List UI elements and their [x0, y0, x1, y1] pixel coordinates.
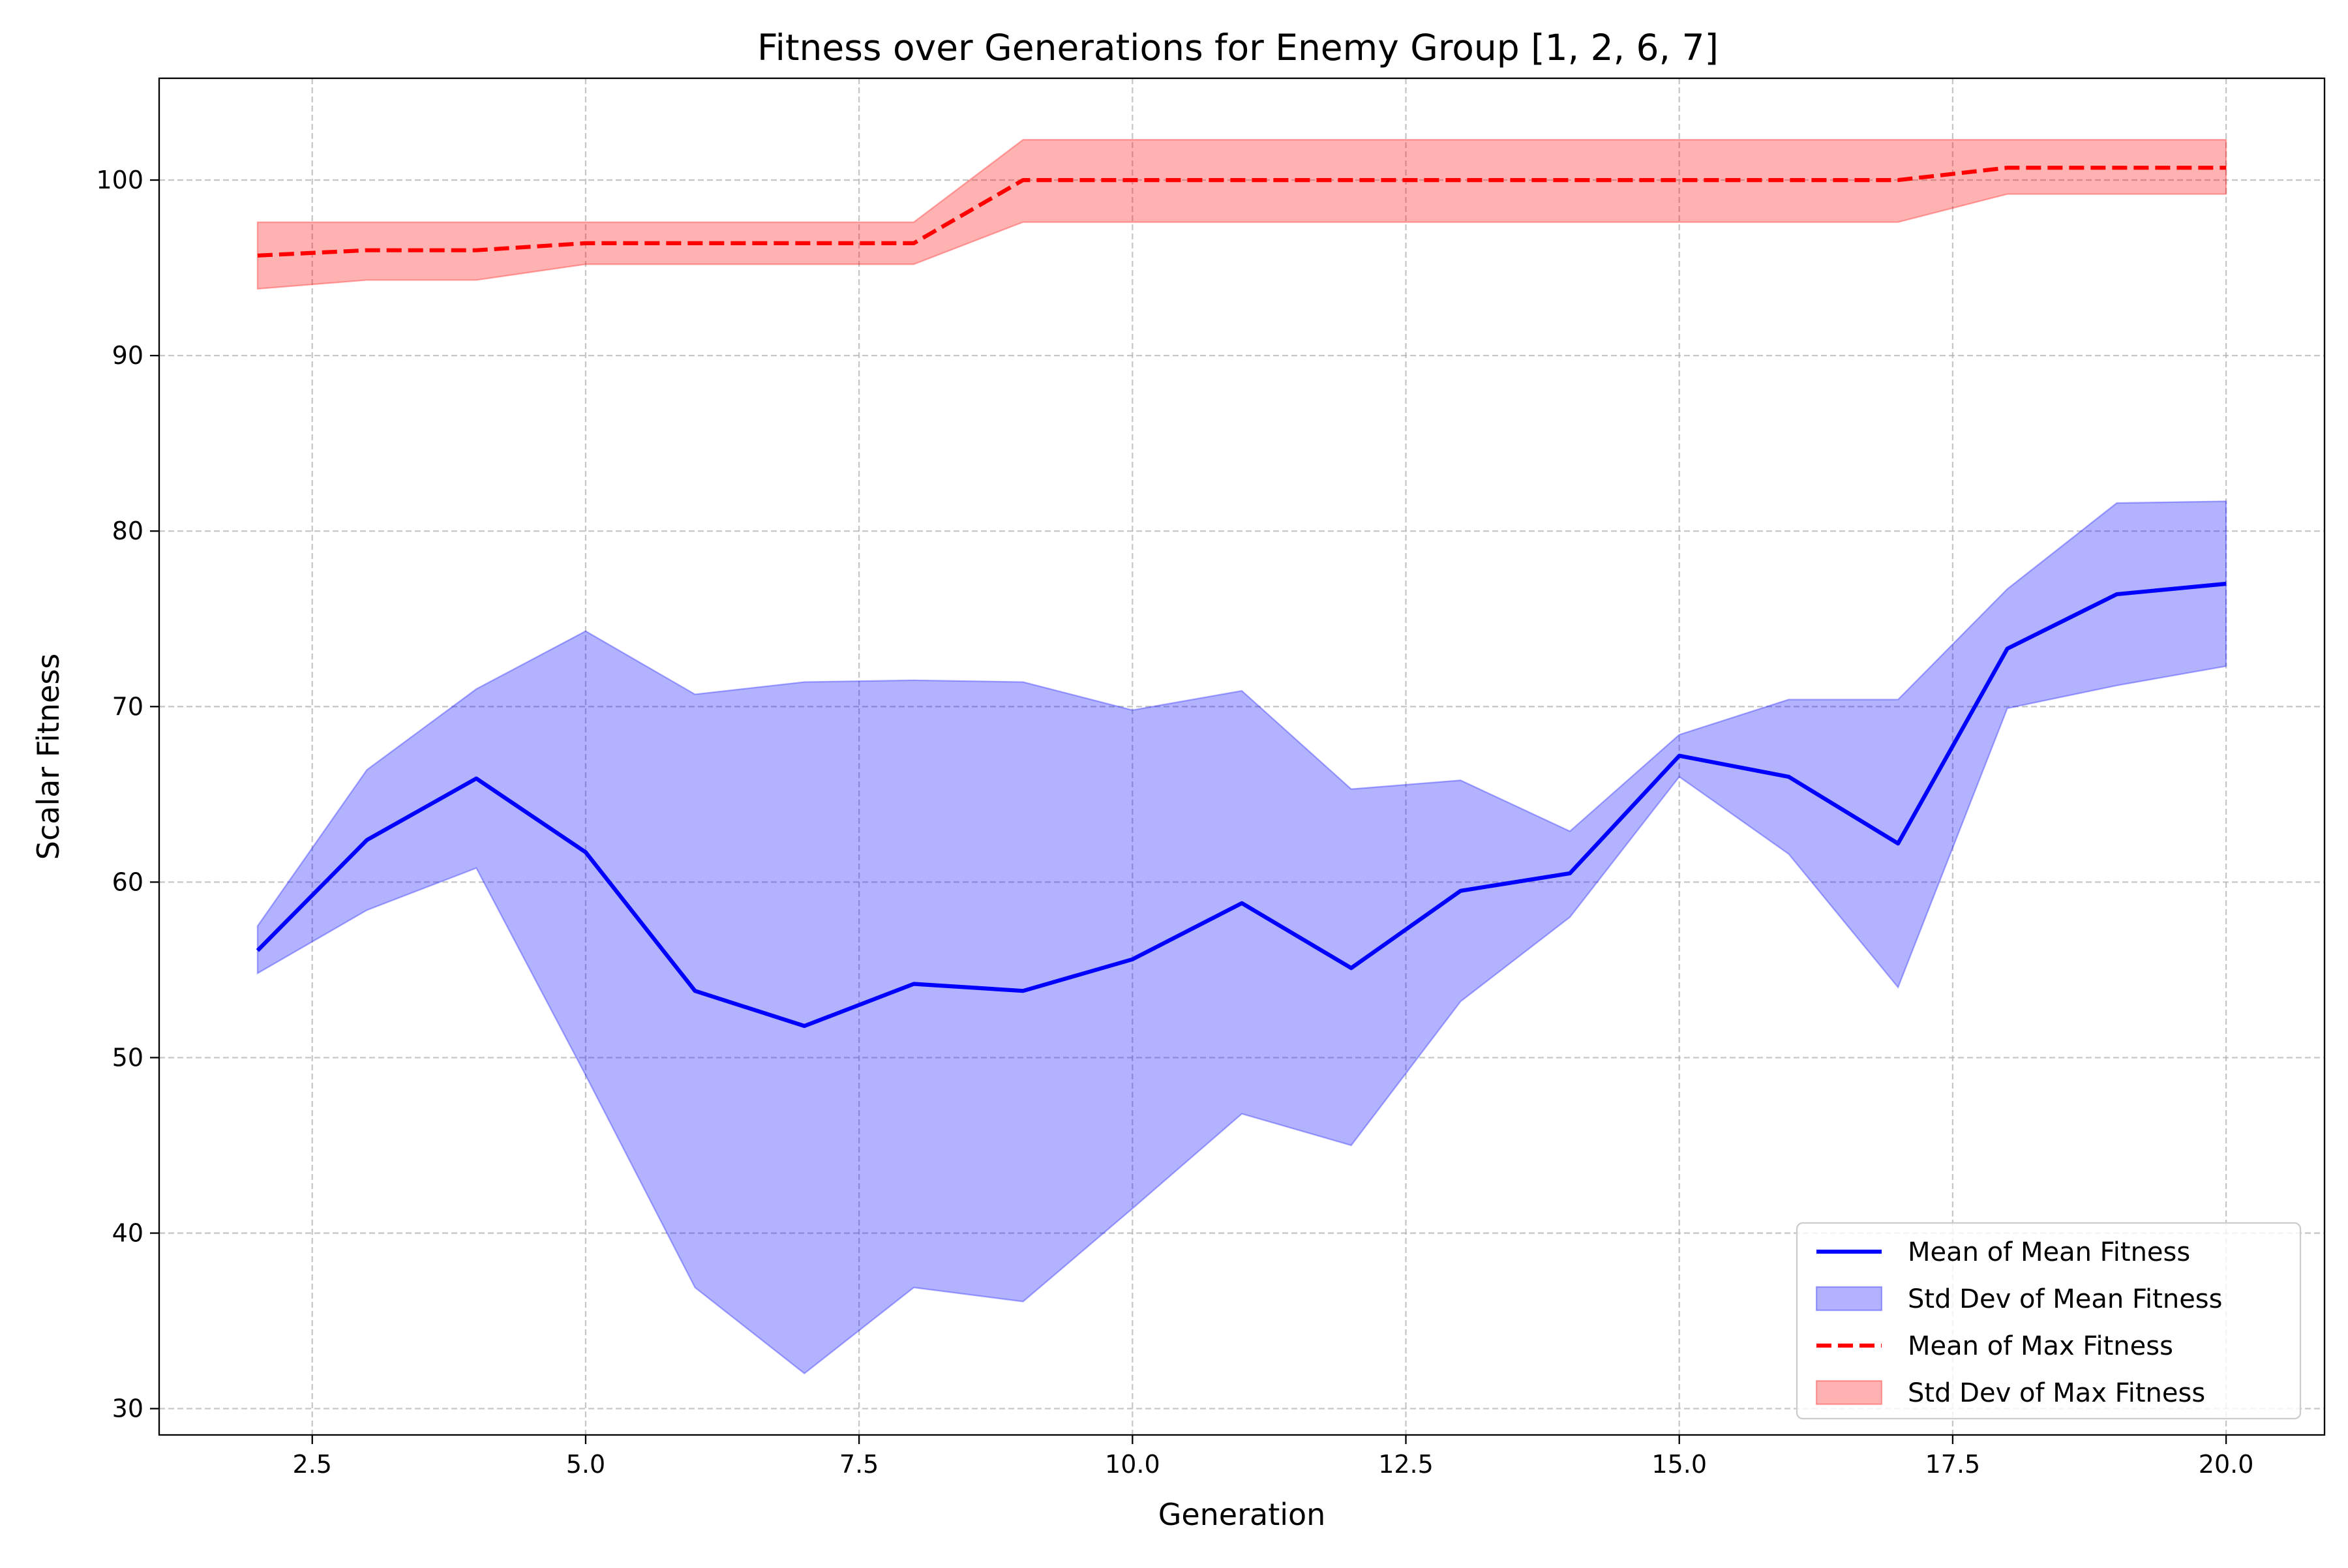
- std-dev-of-mean-fitness-legend-swatch: [1815, 1286, 1883, 1312]
- x-tick-label: 5.0: [566, 1450, 605, 1479]
- x-tick-label: 7.5: [839, 1450, 879, 1479]
- mean-of-mean-fitness-line: [256, 581, 2227, 1029]
- x-tick-label: 20.0: [2199, 1450, 2254, 1479]
- mean-of-max-fitness-legend-label: Mean of Max Fitness: [1908, 1331, 2173, 1361]
- mean-of-mean-fitness-legend-label: Mean of Mean Fitness: [1908, 1237, 2190, 1267]
- x-tick-label: 17.5: [1925, 1450, 1981, 1479]
- mean-of-max-fitness-line: [257, 166, 2227, 258]
- x-tick-label: 12.5: [1378, 1450, 1434, 1479]
- std-dev-of-mean-fitness-band: [256, 500, 2227, 1375]
- y-tick-label: 40: [112, 1219, 143, 1248]
- legend: Mean of Mean Fitness Std Dev of Mean Fitn…: [1796, 1222, 2302, 1420]
- x-tick-label: 10.0: [1105, 1450, 1160, 1479]
- y-tick-label: 90: [112, 341, 143, 370]
- x-axis: 2.5 5.0 7.5 10.0 12.5 15.0 17.5 20.0: [293, 1435, 2254, 1479]
- std-dev-of-max-fitness-band: [256, 139, 2227, 290]
- y-tick-label: 100: [96, 166, 143, 194]
- y-tick-label: 80: [112, 517, 143, 545]
- y-tick-label: 60: [112, 867, 143, 896]
- x-tick-label: 15.0: [1651, 1450, 1707, 1479]
- y-tick-label: 50: [112, 1043, 143, 1072]
- chart-title: Fitness over Generations for Enemy Group…: [757, 27, 1719, 68]
- std-dev-of-max-fitness-legend-label: Std Dev of Max Fitness: [1908, 1378, 2205, 1408]
- x-tick-label: 2.5: [293, 1450, 332, 1479]
- grid-layer: [159, 78, 2325, 1435]
- y-tick-label: 30: [112, 1395, 143, 1423]
- legend-box: [1796, 1222, 2302, 1420]
- axes-frame: [158, 77, 2326, 1436]
- x-axis-label: Generation: [1158, 1497, 1326, 1532]
- line-layer: [256, 166, 2227, 1029]
- y-tick-label: 70: [112, 692, 143, 721]
- band-layer: [256, 139, 2227, 1375]
- y-axis: 30 40 50 60 70 80 90 100: [96, 166, 159, 1423]
- y-axis-label: Scalar Fitness: [31, 654, 66, 860]
- std-dev-of-mean-fitness-legend-label: Std Dev of Mean Fitness: [1908, 1284, 2222, 1314]
- std-dev-of-max-fitness-legend-swatch: [1815, 1380, 1883, 1406]
